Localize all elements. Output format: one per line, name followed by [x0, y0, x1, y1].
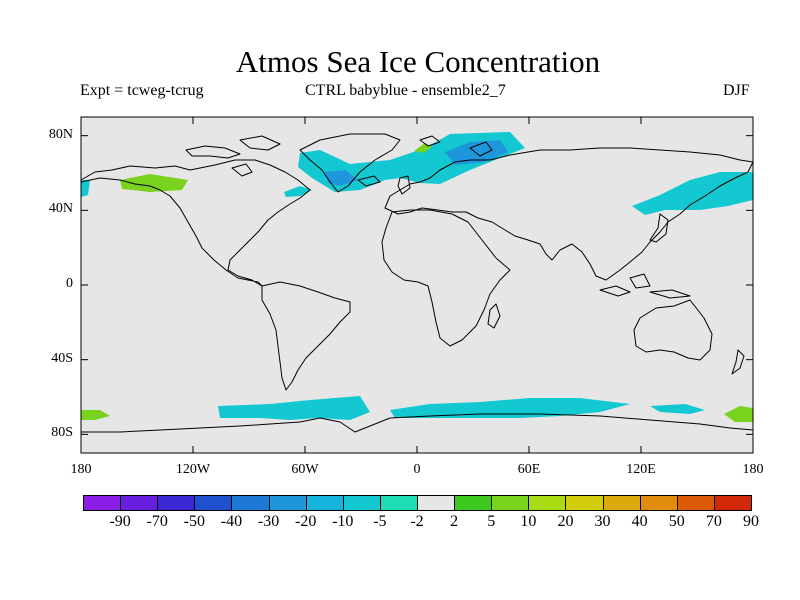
- anomaly-barents-region: [445, 140, 508, 165]
- anomaly-antarctic-east-region: [650, 404, 705, 414]
- colorbar-box: [231, 495, 270, 511]
- coast-north-america: [80, 159, 311, 287]
- colorbar-label: 90: [743, 513, 759, 530]
- coast-svalbard-novaya: [419, 135, 493, 157]
- coast-iceland: [357, 175, 381, 187]
- colorbar-box: [676, 495, 715, 511]
- colorbar-box: [83, 495, 122, 511]
- colorbar-label: 2: [450, 513, 459, 530]
- axis-ticks: [80, 117, 754, 453]
- coast-antarctica: [81, 413, 754, 433]
- longitude-label: 180: [70, 462, 92, 477]
- anomaly-shading: [81, 132, 753, 422]
- longitude-label: 120W: [175, 462, 211, 477]
- anomaly-bering-positive: [120, 174, 188, 192]
- colorbar-box: [602, 495, 641, 511]
- coast-japan: [649, 213, 669, 243]
- longitude-label: 60E: [517, 462, 541, 477]
- colorbar-label: 40: [631, 513, 648, 530]
- colorbar-box: [268, 495, 307, 511]
- colorbar-box: [417, 495, 456, 511]
- coast-africa: [381, 209, 511, 347]
- colorbar-box: [565, 495, 604, 511]
- colorbar-label: 5: [487, 513, 496, 530]
- anomaly-north-pacific-region: [632, 172, 753, 215]
- colorbar-box: [639, 495, 678, 511]
- anomaly-antarctic-west-positive: [81, 410, 110, 420]
- colorbar-box: [454, 495, 493, 511]
- colorbar-box: [305, 495, 344, 511]
- coast-madagascar: [487, 303, 501, 329]
- anomaly-antarctic-east-positive: [724, 406, 753, 422]
- colorbar-label: -20: [294, 513, 317, 530]
- colorbar-box: [120, 495, 159, 511]
- season-label: DJF: [723, 82, 750, 99]
- anomaly-dateline-west-region: [81, 180, 90, 197]
- coast-australia: [633, 299, 713, 361]
- latitude-label: 0: [66, 276, 73, 291]
- latitude-label: 80S: [51, 425, 73, 441]
- latitude-label: 80N: [48, 126, 73, 142]
- anomaly-antarctic-pacific-region: [218, 396, 370, 420]
- coastlines: [80, 133, 754, 433]
- latitude-label: 40N: [48, 201, 73, 217]
- coast-south-america: [261, 281, 351, 391]
- colorbar-box: [379, 495, 418, 511]
- coast-uk: [397, 175, 411, 195]
- colorbar-label: 30: [594, 513, 611, 530]
- colorbar-label: 10: [520, 513, 537, 530]
- longitude-label: 0: [413, 462, 421, 477]
- colorbar-label: 70: [705, 513, 722, 530]
- colorbar-label: -30: [257, 513, 280, 530]
- colorbar-box: [194, 495, 233, 511]
- colorbar-box: [491, 495, 530, 511]
- comparison-label: CTRL babyblue - ensemble2_7: [305, 82, 506, 99]
- colorbar-label: 50: [668, 513, 685, 530]
- colorbar-box: [157, 495, 196, 511]
- colorbar-box: [528, 495, 567, 511]
- coast-indonesia: [599, 273, 691, 299]
- longitude-label: 180: [742, 462, 764, 477]
- colorbar-label: -5: [373, 513, 387, 530]
- longitude-label: 120E: [626, 462, 656, 477]
- colorbar-label: -70: [146, 513, 168, 530]
- colorbar-label: -40: [220, 513, 243, 530]
- page-title: Atmos Sea Ice Concentration: [235, 44, 601, 79]
- colorbar-label: 20: [557, 513, 574, 530]
- coast-new-zealand: [731, 349, 745, 375]
- colorbar-label: -10: [332, 513, 354, 530]
- colorbar-label: -2: [410, 513, 424, 530]
- colorbar-box: [713, 495, 752, 511]
- colorbar-label: -50: [183, 513, 205, 530]
- colorbar-box: [342, 495, 381, 511]
- longitude-label: 60W: [291, 462, 319, 477]
- coast-canadian-archipelago: [185, 135, 281, 177]
- experiment-label: Expt = tcweg-tcrug: [80, 82, 204, 99]
- anomaly-antarctic-indian-region: [390, 398, 630, 418]
- anomaly-labrador-region: [284, 186, 312, 197]
- coast-greenland: [299, 133, 401, 193]
- colorbar-label: -90: [109, 513, 131, 530]
- latitude-label: 40S: [51, 350, 73, 366]
- anomaly-greenland-sea-region: [325, 170, 358, 186]
